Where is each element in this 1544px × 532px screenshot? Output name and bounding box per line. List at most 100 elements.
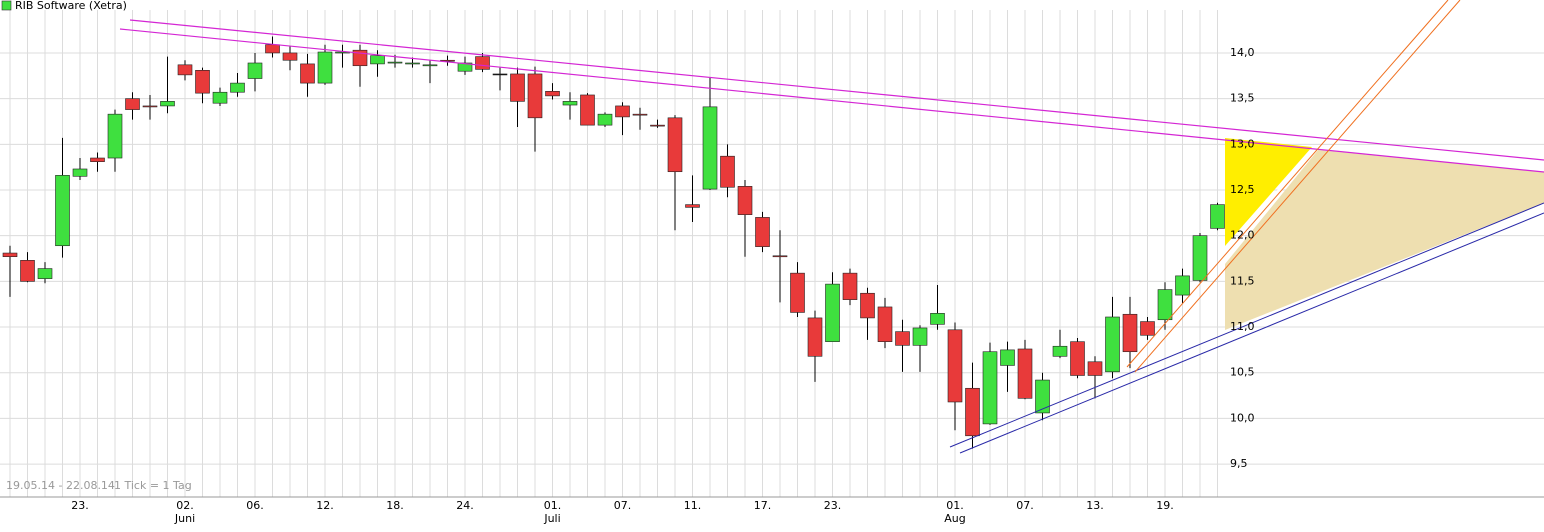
x-month-label: Juni: [174, 512, 195, 525]
x-tick-label: 07.: [1016, 499, 1034, 512]
candle-body: [300, 63, 315, 84]
candle-body: [20, 260, 35, 282]
candle-body: [90, 157, 105, 162]
candle-body: [720, 155, 735, 188]
candle-body: [317, 51, 333, 84]
candle-body: [160, 101, 175, 107]
candle-body: [947, 329, 963, 403]
x-tick-label: 07.: [614, 499, 632, 512]
candles: [2, 36, 1225, 449]
period-label: 19.05.14 - 22.08.14: [6, 479, 115, 492]
x-tick-label: 13.: [1086, 499, 1104, 512]
projection-triangle: [1225, 138, 1312, 246]
candle-body: [1087, 361, 1103, 376]
candle-body: [107, 113, 123, 159]
candle-body: [702, 106, 718, 190]
candle-body: [877, 306, 893, 342]
x-tick-label: 24.: [456, 499, 474, 512]
candle-body: [650, 124, 665, 127]
candle-body: [545, 91, 560, 97]
candle-body: [842, 272, 858, 300]
candle-body: [912, 327, 928, 346]
y-tick-label: 10,5: [1230, 366, 1255, 379]
candle-body: [1035, 379, 1050, 414]
candle-body: [405, 62, 420, 65]
candle-body: [965, 387, 980, 437]
trend-line: [1126, 0, 1449, 368]
y-tick-label: 13,0: [1230, 137, 1255, 150]
candle-body: [72, 168, 88, 177]
projection-area: [1225, 150, 1544, 330]
x-tick-label: 19.: [1156, 499, 1174, 512]
candle-body: [807, 317, 823, 357]
candle-body: [580, 94, 595, 126]
candle-body: [37, 268, 53, 279]
x-month-label: Aug: [944, 512, 965, 525]
candle-body: [1070, 341, 1085, 376]
candle-body: [422, 64, 438, 67]
candle-body: [387, 61, 403, 64]
x-tick-label: 11.: [684, 499, 702, 512]
candle-body: [1140, 321, 1155, 336]
grid: [0, 10, 1544, 497]
candle-body: [1175, 275, 1190, 296]
y-tick-label: 10,0: [1230, 411, 1255, 424]
candle-body: [265, 44, 280, 54]
x-tick-label: 01.: [544, 499, 562, 512]
candle-body: [1017, 348, 1033, 399]
chart-title: RIB Software (Xetra): [15, 0, 127, 12]
candle-body: [825, 283, 840, 342]
x-tick-label: 23.: [824, 499, 842, 512]
x-tick-label: 17.: [754, 499, 772, 512]
candle-body: [282, 52, 298, 61]
y-tick-label: 12,5: [1230, 183, 1255, 196]
y-tick-label: 9,5: [1230, 457, 1248, 470]
x-tick-label: 18.: [386, 499, 404, 512]
candle-body: [982, 351, 998, 425]
candle-body: [615, 105, 630, 118]
candle-body: [370, 55, 385, 65]
trend-line: [1134, 0, 1461, 373]
candle-body: [2, 252, 18, 257]
candle-body: [1000, 349, 1015, 366]
candle-body: [755, 217, 770, 247]
candle-body: [1052, 345, 1068, 357]
candle-body: [55, 175, 70, 247]
x-month-label: Juli: [543, 512, 560, 525]
y-tick-label: 11,5: [1230, 274, 1255, 287]
x-tick-label: 01.: [946, 499, 964, 512]
candle-body: [195, 70, 210, 94]
trend-line: [119, 28, 1544, 173]
candle-body: [492, 73, 508, 76]
candle-body: [1122, 313, 1138, 353]
candle-body: [510, 73, 525, 102]
candle-body: [895, 331, 910, 346]
candle-body: [457, 62, 473, 72]
candle-body: [1210, 204, 1225, 229]
candle-body: [930, 313, 945, 325]
candle-body: [860, 292, 875, 319]
y-tick-label: 13,5: [1230, 92, 1255, 105]
x-tick-label: 06.: [246, 499, 264, 512]
candle-body: [527, 73, 543, 119]
y-tick-label: 11,0: [1230, 320, 1255, 333]
candle-body: [632, 113, 648, 116]
candle-body: [247, 62, 263, 79]
candle-body: [1105, 316, 1120, 373]
candle-body: [737, 186, 753, 215]
y-tick-label: 14,0: [1230, 46, 1255, 59]
tick-label: 1 Tick = 1 Tag: [114, 479, 192, 492]
candle-body: [1192, 235, 1208, 281]
x-tick-label: 02.: [176, 499, 194, 512]
candle-body: [562, 101, 578, 106]
x-tick-label: 12.: [316, 499, 334, 512]
candle-body: [597, 113, 613, 126]
trend-line: [959, 212, 1544, 454]
candle-body: [1157, 289, 1173, 321]
candle-body: [212, 91, 228, 104]
candle-body: [125, 98, 140, 110]
legend-swatch: [1, 0, 12, 11]
candle-body: [772, 255, 788, 258]
